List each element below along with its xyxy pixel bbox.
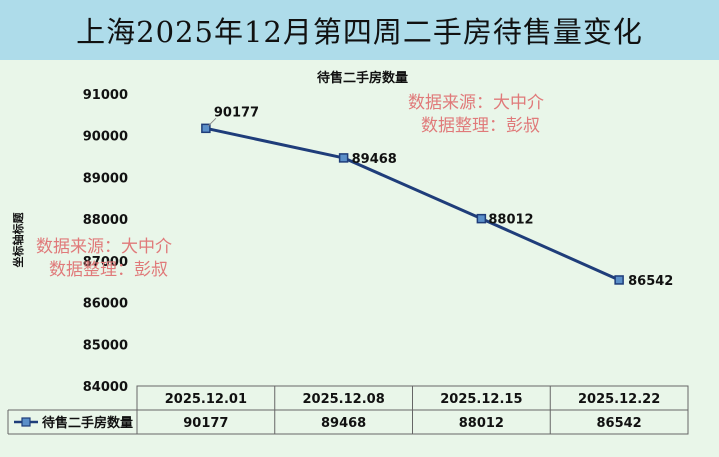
- y-tick-label: 85000: [83, 338, 128, 353]
- y-tick-label: 86000: [83, 297, 128, 312]
- data-table-value: 89468: [321, 416, 366, 431]
- data-table-value: 86542: [597, 416, 642, 431]
- title-banner: 上海2025年12月第四周二手房待售量变化: [0, 0, 719, 60]
- data-table-value: 90177: [183, 416, 228, 431]
- watermark-line: 数据整理：彭叔: [49, 260, 168, 280]
- data-label: 86542: [628, 274, 673, 289]
- data-label: 88012: [488, 213, 533, 228]
- y-tick-label: 88000: [83, 213, 128, 228]
- x-tick-label: 2025.12.01: [165, 392, 247, 407]
- data-label-leader: [207, 117, 217, 127]
- data-point: [476, 213, 487, 224]
- y-tick-label: 89000: [83, 171, 128, 186]
- data-point: [338, 153, 349, 163]
- data-point: [614, 275, 624, 285]
- watermark-source-1: 数据来源：大中介 数据整理：彭叔: [408, 92, 544, 138]
- y-tick-label: 91000: [83, 88, 128, 103]
- x-tick-label: 2025.12.15: [440, 392, 522, 407]
- data-table-value: 88012: [459, 416, 504, 431]
- line-chart: 待售二手房数量坐标轴标题8400085000860008700088000890…: [7, 70, 689, 435]
- watermark-source-2: 数据来源：大中介 数据整理：彭叔: [36, 236, 172, 282]
- legend-marker: [21, 417, 31, 427]
- page-title: 上海2025年12月第四周二手房待售量变化: [76, 15, 643, 49]
- y-tick-label: 87000: [83, 255, 128, 270]
- data-label: 89468: [352, 152, 397, 167]
- legend-label: 待售二手房数量: [41, 415, 133, 431]
- watermark-line: 数据来源：大中介: [36, 237, 172, 257]
- chart-area: 待售二手房数量 坐标轴标题 84000 85000 86000 87000 88000 890…: [0, 60, 719, 457]
- watermark-line: 数据来源：大中介: [408, 93, 544, 113]
- chart-title: 待售二手房数量: [316, 70, 408, 86]
- y-tick-label: 84000: [83, 380, 128, 395]
- y-tick-label: 90000: [83, 130, 128, 145]
- y-axis-title: 坐标轴标题: [11, 212, 25, 268]
- series-line: [205, 126, 620, 282]
- data-point: [201, 123, 211, 134]
- x-tick-label: 2025.12.22: [578, 392, 660, 407]
- x-tick-label: 2025.12.08: [303, 392, 385, 407]
- data-label: 90177: [214, 105, 259, 120]
- watermark-line: 数据整理：彭叔: [421, 116, 540, 136]
